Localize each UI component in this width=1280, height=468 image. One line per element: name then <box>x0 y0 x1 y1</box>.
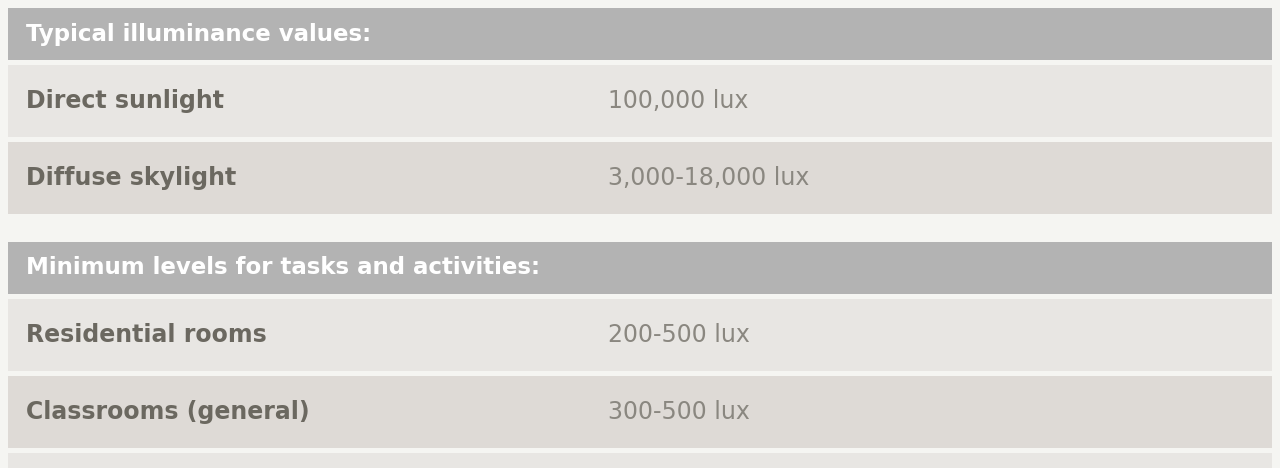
Text: Diffuse skylight: Diffuse skylight <box>26 166 237 190</box>
Text: Minimum levels for tasks and activities:: Minimum levels for tasks and activities: <box>26 256 540 279</box>
Text: 200-500 lux: 200-500 lux <box>608 323 750 347</box>
Text: 3,000-18,000 lux: 3,000-18,000 lux <box>608 166 809 190</box>
Bar <box>8 453 1272 468</box>
Bar <box>8 242 1272 294</box>
Bar <box>8 376 1272 448</box>
Text: Residential rooms: Residential rooms <box>26 323 266 347</box>
Text: 300-500 lux: 300-500 lux <box>608 400 750 424</box>
Text: Direct sunlight: Direct sunlight <box>26 89 224 113</box>
Bar <box>8 142 1272 214</box>
Bar <box>8 65 1272 137</box>
Text: 100,000 lux: 100,000 lux <box>608 89 749 113</box>
Bar <box>8 8 1272 60</box>
Bar <box>8 299 1272 371</box>
Text: Classrooms (general): Classrooms (general) <box>26 400 310 424</box>
Text: Typical illuminance values:: Typical illuminance values: <box>26 22 371 45</box>
